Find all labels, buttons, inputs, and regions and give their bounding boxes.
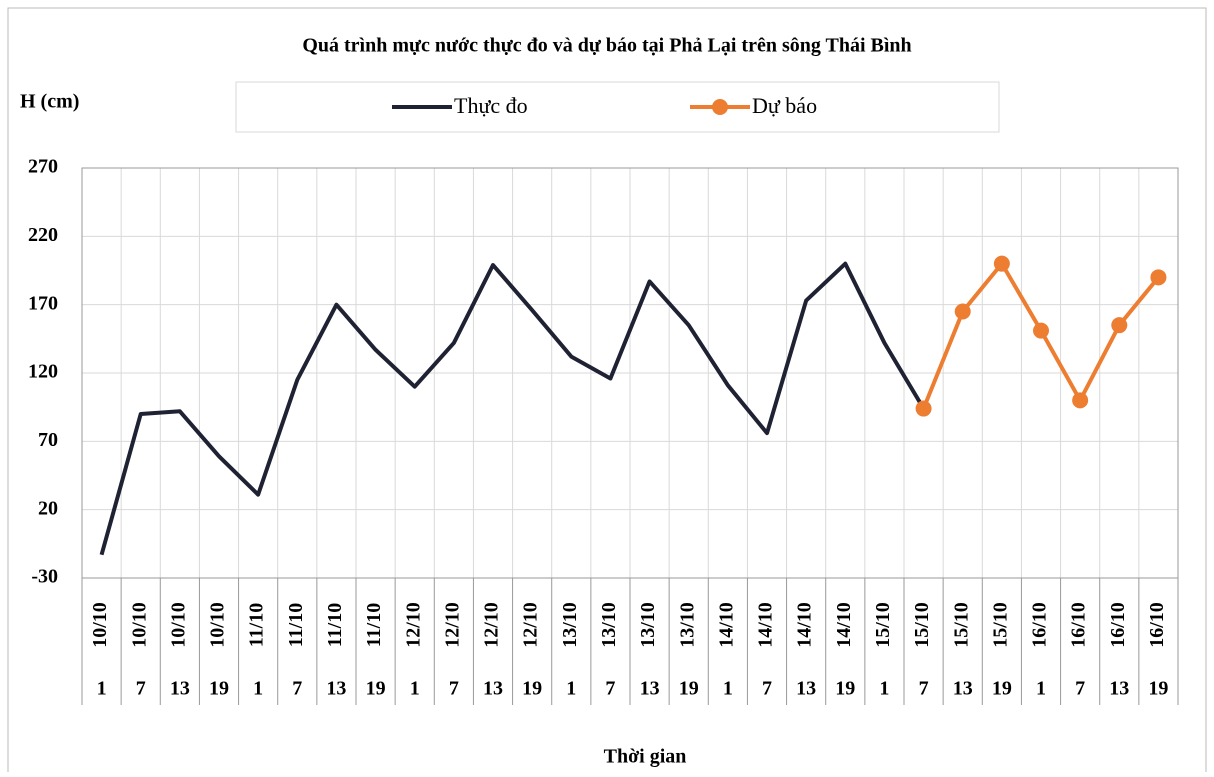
- x-hour-label: 1: [1036, 678, 1046, 700]
- point: [1150, 269, 1167, 286]
- legend: [235, 81, 1000, 133]
- x-hour-label: 19: [992, 678, 1012, 700]
- point: [1111, 317, 1128, 334]
- x-tick-label: 10/10: [89, 602, 111, 648]
- x-hour-label: 13: [953, 678, 973, 700]
- y-tick-label: 20: [38, 497, 58, 519]
- x-hour-label: 7: [1075, 678, 1085, 700]
- x-hour-label: 13: [326, 678, 346, 700]
- x-hour-label: 19: [209, 678, 229, 700]
- x-tick-label: 13/10: [598, 602, 620, 648]
- legend-label: Dự báo: [752, 93, 817, 118]
- x-tick-label: 16/10: [1146, 602, 1168, 648]
- x-tick-label: 11/10: [246, 603, 268, 647]
- x-tick-label: 12/10: [402, 602, 424, 648]
- x-tick-label: 13/10: [637, 602, 659, 648]
- x-hour-label: 19: [835, 678, 855, 700]
- x-hour-label: 7: [605, 678, 615, 700]
- point: [1033, 322, 1049, 339]
- x-hour-label: 1: [723, 678, 733, 700]
- y-axis-label: H (cm): [20, 91, 79, 113]
- y-tick-label: 270: [28, 156, 58, 178]
- x-hour-label: 13: [640, 678, 660, 700]
- x-hour-label: 7: [136, 678, 146, 700]
- x-tick-label: 15/10: [989, 602, 1011, 648]
- x-tick-label: 16/10: [1029, 602, 1051, 648]
- x-hour-label: 7: [919, 678, 929, 700]
- point: [1072, 392, 1089, 409]
- point: [954, 303, 971, 320]
- x-tick-label: 12/10: [481, 602, 503, 648]
- x-tick-label: 15/10: [872, 602, 894, 648]
- legend-label: Thực đo: [454, 93, 528, 118]
- x-axis-label: Thời gian: [604, 746, 687, 768]
- x-tick-label: 14/10: [794, 602, 816, 648]
- x-hour-label: 19: [366, 678, 386, 700]
- x-tick-label: 14/10: [715, 602, 737, 648]
- x-tick-label: 10/10: [167, 602, 189, 648]
- x-hour-label: 7: [449, 678, 459, 700]
- x-hour-label: 19: [679, 678, 699, 700]
- x-tick-label: 12/10: [520, 602, 542, 648]
- point: [915, 400, 932, 417]
- x-hour-label: 7: [762, 678, 772, 700]
- x-hour-label: 13: [1109, 678, 1129, 700]
- legend-marker: [712, 99, 728, 115]
- y-tick-label: 220: [28, 224, 58, 246]
- y-tick-label: -30: [31, 566, 58, 588]
- x-hour-label: 1: [410, 678, 420, 700]
- x-tick-label: 16/10: [1107, 602, 1129, 648]
- x-hour-label: 13: [796, 678, 816, 700]
- point: [993, 255, 1010, 272]
- x-tick-label: 14/10: [755, 602, 777, 648]
- chart-border: [7, 7, 1207, 777]
- x-hour-label: 1: [566, 678, 576, 700]
- x-hour-label: 7: [292, 678, 302, 700]
- x-hour-label: 13: [170, 678, 190, 700]
- x-tick-label: 14/10: [833, 602, 855, 648]
- x-hour-label: 1: [879, 678, 889, 700]
- x-tick-label: 15/10: [950, 602, 972, 648]
- y-tick-label: 70: [38, 429, 58, 451]
- x-tick-label: 10/10: [207, 602, 229, 648]
- x-tick-label: 13/10: [676, 602, 698, 648]
- x-hour-label: 19: [1148, 678, 1168, 700]
- x-tick-label: 13/10: [559, 602, 581, 648]
- x-hour-label: 1: [253, 678, 263, 700]
- chart-title: Quá trình mực nước thực đo và dự báo tại…: [302, 35, 911, 57]
- x-tick-label: 11/10: [324, 603, 346, 647]
- x-tick-label: 10/10: [128, 602, 150, 648]
- x-hour-label: 13: [483, 678, 503, 700]
- series-line: [99, 261, 926, 556]
- x-tick-label: 16/10: [1068, 602, 1090, 648]
- x-tick-label: 11/10: [363, 603, 385, 647]
- y-tick-label: 170: [28, 292, 58, 314]
- plot-border: [81, 167, 1179, 579]
- x-tick-label: 12/10: [441, 602, 463, 648]
- x-hour-label: 1: [97, 678, 107, 700]
- y-tick-label: 120: [28, 361, 58, 383]
- x-tick-label: 11/10: [285, 603, 307, 647]
- x-tick-label: 15/10: [911, 602, 933, 648]
- x-hour-label: 19: [522, 678, 542, 700]
